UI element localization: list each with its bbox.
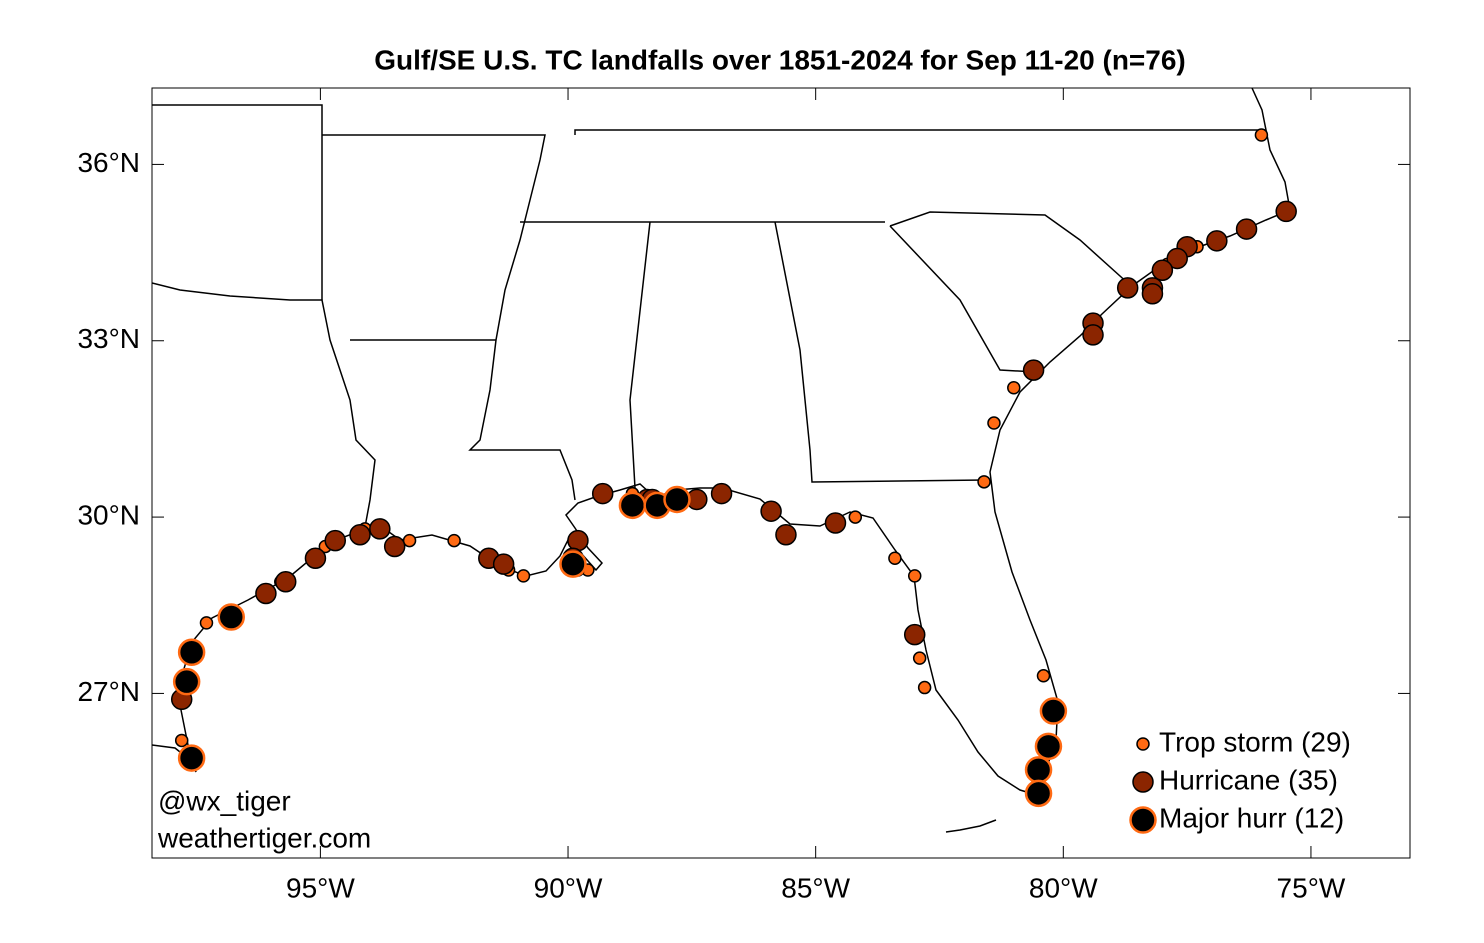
landfall-point [402, 533, 417, 548]
annotation: weathertiger.com [157, 822, 371, 853]
landfall-point [274, 570, 297, 593]
landfall-point [1036, 669, 1051, 683]
legend-label: Trop storm (29) [1159, 726, 1351, 757]
axes: 95°W 90°W 85°W 80°W 75°W 27°N 30°N 33°N 36°N [77, 88, 1410, 903]
landfall-point [663, 485, 691, 514]
landfall-point [172, 667, 201, 696]
landfall-point [907, 569, 922, 583]
landfall-point [1116, 277, 1139, 299]
landfall-point [987, 416, 1001, 430]
landfall-point [917, 680, 932, 695]
landfall-point [1151, 259, 1174, 281]
landfall-point [1235, 218, 1258, 240]
landfall-point [1034, 732, 1063, 761]
landfall-point [848, 510, 863, 524]
y-tick-label: 27°N [77, 676, 140, 707]
landfall-point [618, 491, 647, 520]
landfall-point [1166, 247, 1188, 270]
landfall-point [177, 744, 206, 772]
y-tick-label: 33°N [77, 323, 140, 354]
landfall-point [1206, 230, 1228, 252]
landfall-point [1254, 128, 1269, 142]
landfall-point [1039, 697, 1068, 725]
landfall-point [912, 651, 927, 665]
landfall-point [1024, 779, 1053, 808]
x-tick-label: 80°W [1029, 872, 1098, 903]
landfall-point [1024, 756, 1053, 784]
x-tick-label: 90°W [534, 872, 603, 903]
x-tick-label: 85°W [781, 872, 850, 903]
landfall-point [199, 616, 214, 630]
landfall-point [1141, 282, 1164, 305]
keys [945, 819, 997, 833]
plot-frame [151, 87, 1411, 859]
chart-title: Gulf/SE U.S. TC landfalls over 1851-2024… [374, 44, 1186, 75]
y-tick-label: 30°N [77, 499, 140, 530]
legend-marker [1136, 737, 1150, 751]
landfall-point [903, 623, 926, 646]
landfall-point [760, 500, 782, 522]
landfall-point [559, 550, 587, 578]
x-tick-label: 75°W [1277, 872, 1346, 903]
landfall-point [324, 529, 347, 552]
annotation: @wx_tiger [158, 785, 291, 816]
landfall-point [383, 535, 406, 558]
landfall-point [567, 529, 589, 552]
landfall-point [177, 638, 206, 667]
border [629, 221, 651, 489]
legend: Trop storm (29) Hurricane (35) Major hurr … [1129, 726, 1351, 834]
legend-label: Hurricane (35) [1159, 764, 1338, 795]
landfall-point [447, 533, 461, 548]
landfall-point [492, 553, 515, 575]
landfall-point [255, 582, 277, 605]
landfall-point [1275, 200, 1297, 223]
border [152, 282, 376, 528]
legend-marker [1129, 806, 1157, 834]
landfall-point [824, 512, 847, 534]
border [889, 211, 1131, 286]
landfall-point [1022, 359, 1045, 381]
landfall-point [217, 603, 245, 631]
marks [170, 128, 1297, 808]
landfall-point [304, 547, 327, 569]
landfall-point [977, 475, 991, 489]
border [774, 221, 986, 483]
landfall-point [888, 551, 902, 565]
landfall-point [516, 569, 531, 583]
landfall-point [174, 733, 189, 748]
y-tick-label: 36°N [77, 147, 140, 178]
landfall-point [710, 482, 733, 505]
x-tick-label: 95°W [286, 872, 355, 903]
legend-marker [1132, 771, 1154, 793]
legend-label: Major hurr (12) [1159, 802, 1344, 833]
landfall-point [775, 523, 797, 546]
landfall-point [1082, 324, 1104, 346]
landfall-point [349, 523, 371, 546]
border [889, 225, 1037, 373]
landfall-point [1007, 381, 1021, 395]
border [152, 104, 323, 300]
border [574, 129, 1265, 135]
landfall-point [369, 518, 391, 540]
landfall-point [591, 482, 614, 505]
